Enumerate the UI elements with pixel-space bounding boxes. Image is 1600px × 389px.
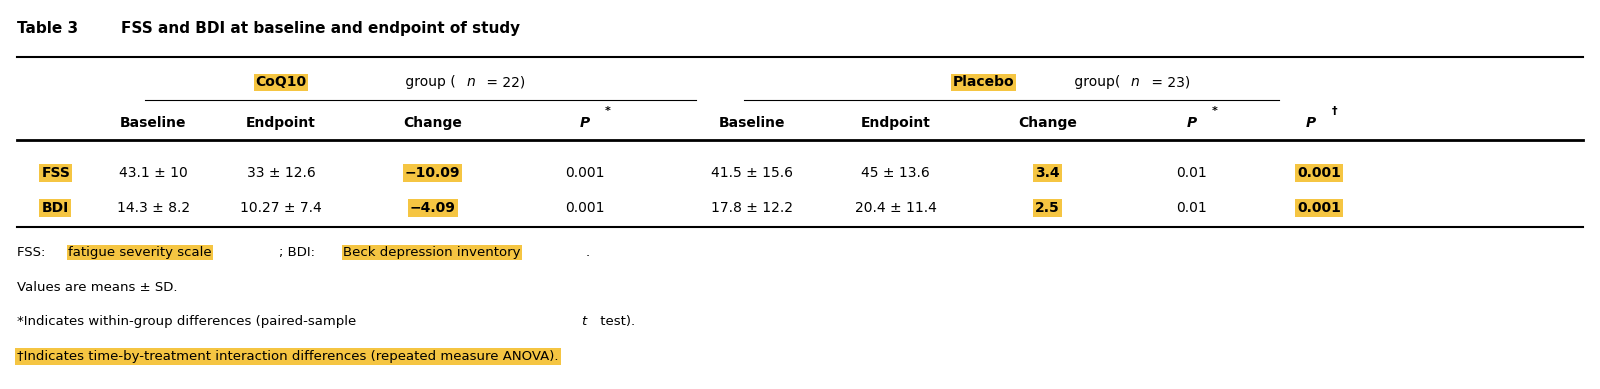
Text: †Indicates time-by-treatment interaction differences (repeated measure ANOVA).: †Indicates time-by-treatment interaction…	[18, 350, 558, 363]
Text: 10.27 ± 7.4: 10.27 ± 7.4	[240, 201, 322, 215]
Text: 0.001: 0.001	[565, 166, 605, 180]
Text: 14.3 ± 8.2: 14.3 ± 8.2	[117, 201, 190, 215]
Text: 17.8 ± 12.2: 17.8 ± 12.2	[710, 201, 794, 215]
Text: Baseline: Baseline	[120, 116, 186, 130]
Text: −4.09: −4.09	[410, 201, 456, 215]
Text: 45 ± 13.6: 45 ± 13.6	[861, 166, 930, 180]
Text: ; BDI:: ; BDI:	[280, 246, 320, 259]
Text: .: .	[586, 246, 590, 259]
Text: = 23): = 23)	[1147, 75, 1190, 89]
Text: Values are means ± SD.: Values are means ± SD.	[18, 281, 178, 294]
Text: Change: Change	[403, 116, 462, 130]
Text: FSS:: FSS:	[18, 246, 50, 259]
Text: n: n	[466, 75, 475, 89]
Text: 43.1 ± 10: 43.1 ± 10	[118, 166, 187, 180]
Text: 0.01: 0.01	[1176, 201, 1206, 215]
Text: 2.5: 2.5	[1035, 201, 1059, 215]
Text: Table 3: Table 3	[18, 21, 78, 36]
Text: = 22): = 22)	[482, 75, 525, 89]
Text: CoQ10: CoQ10	[256, 75, 307, 89]
Text: 41.5 ± 15.6: 41.5 ± 15.6	[710, 166, 794, 180]
Text: 3.4: 3.4	[1035, 166, 1059, 180]
Text: 0.01: 0.01	[1176, 166, 1206, 180]
Text: P: P	[1186, 116, 1197, 130]
Text: 0.001: 0.001	[1298, 201, 1341, 215]
Text: −10.09: −10.09	[405, 166, 461, 180]
Text: test).: test).	[595, 315, 635, 328]
Text: Change: Change	[1018, 116, 1077, 130]
Text: Beck depression inventory: Beck depression inventory	[342, 246, 520, 259]
Text: t: t	[581, 315, 587, 328]
Text: group(: group(	[1070, 75, 1120, 89]
Text: Baseline: Baseline	[718, 116, 786, 130]
Text: BDI: BDI	[42, 201, 69, 215]
Text: *: *	[1213, 107, 1218, 116]
Text: 33 ± 12.6: 33 ± 12.6	[246, 166, 315, 180]
Text: Endpoint: Endpoint	[246, 116, 315, 130]
Text: *Indicates within-group differences (paired-sample: *Indicates within-group differences (pai…	[18, 315, 362, 328]
Text: *: *	[605, 107, 611, 116]
Text: FSS: FSS	[42, 166, 70, 180]
Text: 20.4 ± 11.4: 20.4 ± 11.4	[854, 201, 936, 215]
Text: Placebo: Placebo	[954, 75, 1014, 89]
Text: †: †	[1331, 107, 1338, 116]
Text: P: P	[1306, 116, 1317, 130]
Text: Endpoint: Endpoint	[861, 116, 931, 130]
Text: fatigue severity scale: fatigue severity scale	[69, 246, 213, 259]
Text: FSS and BDI at baseline and endpoint of study: FSS and BDI at baseline and endpoint of …	[122, 21, 520, 36]
Text: 0.001: 0.001	[1298, 166, 1341, 180]
Text: 0.001: 0.001	[565, 201, 605, 215]
Text: n: n	[1131, 75, 1139, 89]
Text: P: P	[579, 116, 589, 130]
Text: group (: group (	[400, 75, 456, 89]
